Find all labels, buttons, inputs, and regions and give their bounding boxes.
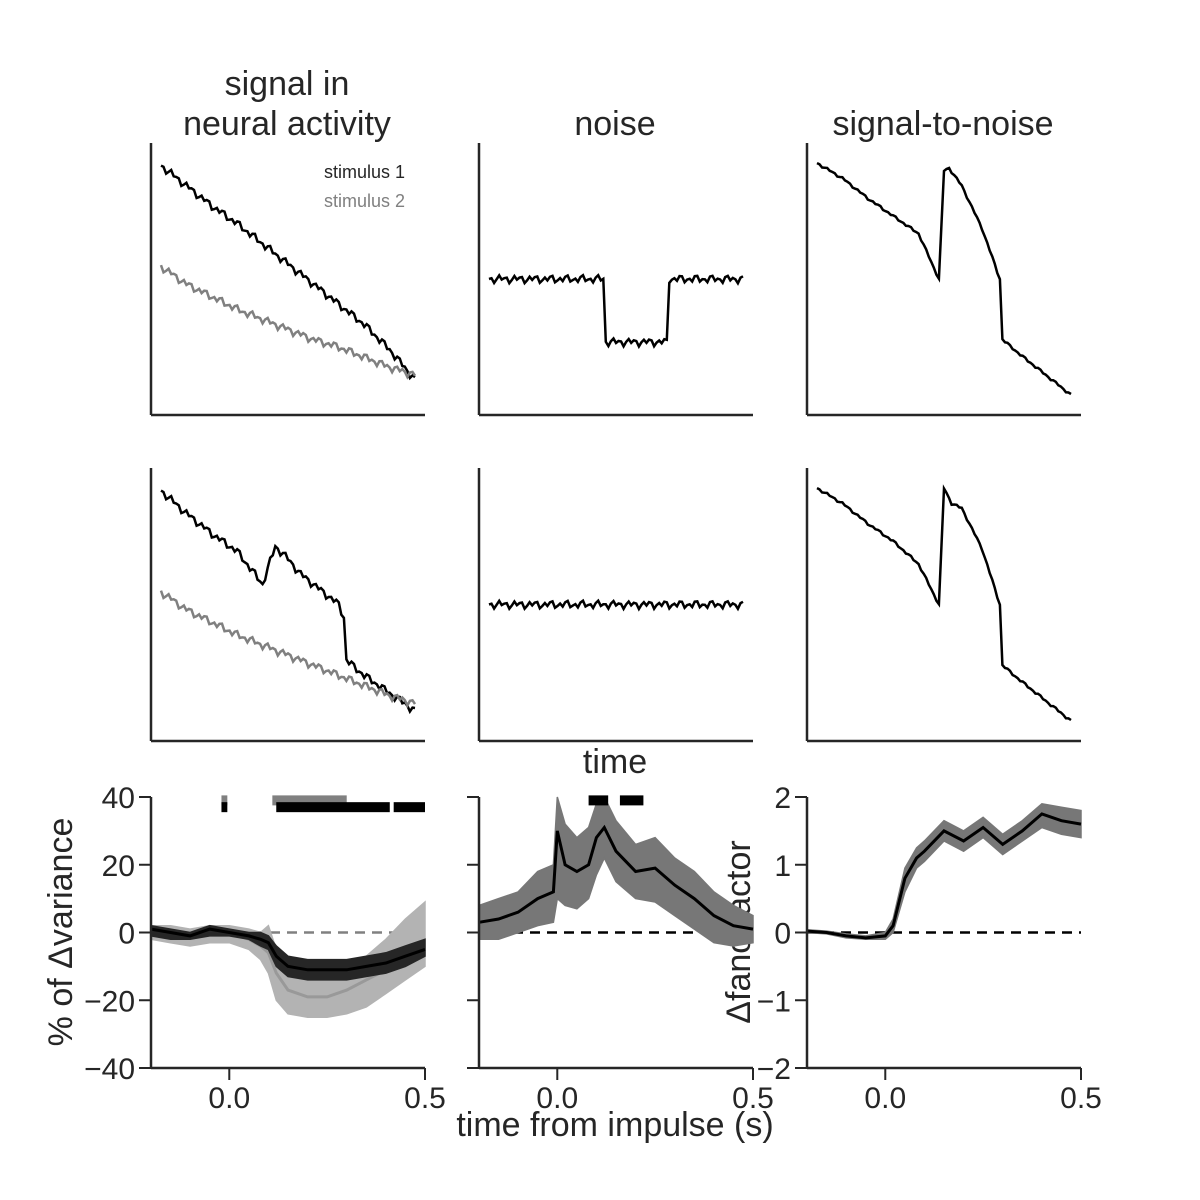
series-line — [160, 164, 416, 381]
legend-stimulus-2: stimulus 2 — [324, 191, 405, 211]
panel-r2c3 — [805, 468, 1081, 743]
panel-r1c2 — [477, 143, 753, 417]
mean-line — [150, 927, 426, 972]
time-label: time — [583, 743, 647, 781]
y-tick-label: −40 — [84, 1053, 135, 1086]
col-title-signal-line1: signal in — [225, 65, 350, 103]
y-tick-label: 20 — [102, 850, 135, 883]
significance-bar — [221, 802, 228, 813]
y-tick-label: 1 — [774, 850, 791, 883]
panel-r3c3: −2 −1 0 1 2 0.0 0.5 — [757, 782, 1102, 1115]
col-title-snr: signal-to-noise — [832, 105, 1053, 143]
x-tick-label: 0.5 — [732, 1082, 774, 1115]
significance-bar — [221, 795, 228, 806]
y-tick-label: 0 — [118, 918, 135, 951]
series-line — [159, 590, 417, 709]
panel-r1c3 — [805, 143, 1081, 417]
error-band — [806, 803, 1082, 941]
significance-bar — [276, 802, 390, 813]
y-tick-label: −20 — [84, 985, 135, 1018]
significance-bar — [393, 802, 425, 813]
panel-r2c2 — [477, 468, 753, 743]
y-tick-label: 40 — [102, 782, 135, 815]
panel-r2c1 — [149, 468, 425, 743]
y-tick-label: 0 — [774, 918, 791, 951]
series-line — [488, 273, 744, 350]
mean-line — [478, 824, 754, 931]
panel-r3c2: 0.0 0.5 — [467, 795, 774, 1115]
x-tick-label: 0.5 — [1060, 1082, 1102, 1115]
col-title-signal-line2: neural activity — [183, 105, 391, 143]
y-tick-label: −2 — [757, 1053, 791, 1086]
x-tick-label: 0.0 — [536, 1082, 578, 1115]
x-tick-label: 0.0 — [864, 1082, 906, 1115]
error-band — [150, 924, 426, 981]
panel-r1c1 — [149, 143, 425, 417]
series-line — [488, 598, 744, 612]
x-tick-label: 0.5 — [404, 1082, 446, 1115]
y-tick-label: −1 — [757, 985, 791, 1018]
panel-r3c1: −40 −20 0 20 40 0.0 0.5 — [84, 782, 446, 1115]
x-axis-label: time from impulse (s) — [456, 1106, 773, 1144]
mean-line — [806, 812, 1082, 940]
significance-bar — [272, 795, 347, 806]
series-line — [159, 264, 417, 380]
y-tick-label: 2 — [774, 782, 791, 815]
legend-stimulus-1: stimulus 1 — [324, 162, 405, 182]
significance-bar — [588, 795, 609, 806]
error-band — [478, 795, 754, 947]
y-axis-label-variance: % of Δvariance — [42, 818, 80, 1047]
series-line — [160, 489, 416, 715]
series-line — [816, 484, 1072, 722]
x-tick-label: 0.0 — [208, 1082, 250, 1115]
col-title-noise: noise — [574, 105, 655, 143]
series-line — [816, 161, 1072, 396]
significance-bar — [619, 795, 644, 806]
